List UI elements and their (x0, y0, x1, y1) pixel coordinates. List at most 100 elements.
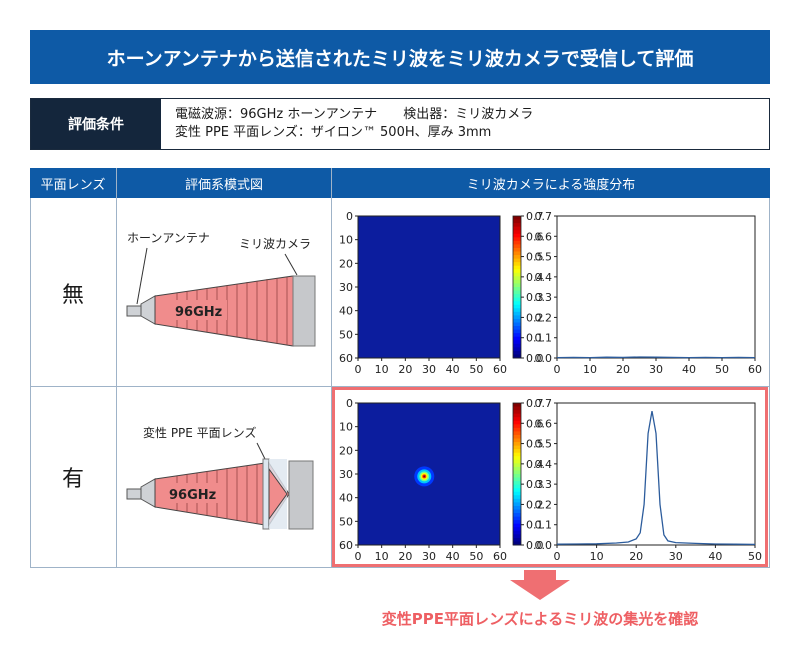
antenna-pointer (136, 247, 148, 305)
y-tick-label: 0.7 (535, 210, 553, 223)
y-tick-label: 0.1 (535, 519, 553, 532)
conclusion-text: 変性PPE平面レンズによるミリ波の集光を確認 (381, 610, 699, 628)
colorbar-segment (513, 354, 521, 359)
colorbar-segment (513, 336, 521, 341)
x-tick-label: 0 (554, 550, 561, 563)
colorbar-segment (513, 347, 521, 352)
y-tick-label: 0.4 (535, 458, 553, 471)
y-tick-label: 30 (339, 281, 353, 294)
x-tick-label: 50 (748, 550, 762, 563)
colorbar-segment (513, 244, 521, 249)
down-arrow-icon (510, 570, 570, 600)
y-tick-label: 0.5 (535, 251, 553, 264)
colorbar-segment (513, 431, 521, 436)
colorbar-segment (513, 340, 521, 345)
header-intensity: ミリ波カメラによる強度分布 (332, 168, 770, 198)
colorbar-segment (513, 287, 521, 292)
x-tick-label: 40 (708, 550, 722, 563)
line-chart-frame (556, 402, 756, 546)
colorbar-tick-label: 0.7 (526, 210, 544, 223)
colorbar-segment (513, 534, 521, 539)
y-tick-label: 0.2 (535, 311, 553, 324)
y-tick-label: 40 (339, 305, 353, 318)
x-tick-label: 20 (398, 550, 412, 563)
colorbar-frame (512, 215, 522, 359)
colorbar-frame (512, 402, 522, 546)
freq-label-bg (167, 483, 221, 503)
intensity-profile-line (556, 410, 756, 546)
colorbar-segment (513, 255, 521, 260)
colorbar-segment (513, 304, 521, 309)
colorbar-segment (513, 269, 521, 274)
x-tick-label: 0 (554, 363, 561, 376)
planar-lens (262, 458, 270, 530)
colorbar-segment (513, 301, 521, 306)
y-tick-label: 0.2 (535, 498, 553, 511)
colorbar-segment (513, 262, 521, 267)
colorbar-segment (513, 463, 521, 468)
mmwave-camera (288, 460, 314, 530)
camera-pointer (284, 253, 298, 276)
antenna-feed (126, 305, 142, 317)
colorbar-segment (513, 410, 521, 415)
colorbar-segment (513, 294, 521, 299)
x-tick-label: 40 (446, 550, 460, 563)
page-title: ホーンアンテナから送信されたミリ波をミリ波カメラで受信して評価 (30, 30, 770, 84)
colorbar-segment (513, 343, 521, 348)
colorbar-segment (513, 413, 521, 418)
colorbar-segment (513, 308, 521, 313)
colorbar-segment (513, 498, 521, 503)
colorbar-segment (513, 495, 521, 500)
colorbar-segment (513, 470, 521, 475)
colorbar-segment (513, 219, 521, 224)
colorbar-segment (513, 276, 521, 281)
colorbar-segment (513, 318, 521, 323)
colorbar-tick-label: 0.4 (526, 458, 544, 471)
colorbar-segment (513, 452, 521, 457)
table-divider (116, 168, 117, 568)
colorbar-segment (513, 258, 521, 263)
colorbar-segment (513, 226, 521, 231)
colorbar-tick-label: 0.2 (526, 498, 544, 511)
colorbar-segment (513, 251, 521, 256)
colorbar-segment (513, 233, 521, 238)
y-tick-label: 20 (339, 444, 353, 457)
x-tick-label: 50 (469, 550, 483, 563)
intensity-profile-line (556, 356, 756, 359)
colorbar-segment (513, 509, 521, 514)
y-tick-label: 50 (339, 328, 353, 341)
y-tick-label: 0.0 (535, 539, 553, 552)
colorbar-tick-label: 0.6 (526, 417, 544, 430)
colorbar-segment (513, 417, 521, 422)
colorbar-segment (513, 420, 521, 425)
frequency-label: 96GHz (169, 488, 216, 503)
colorbar-segment (513, 326, 521, 331)
colorbar-tick-label: 0.0 (526, 539, 544, 552)
colorbar-segment (513, 541, 521, 546)
x-tick-label: 30 (422, 363, 436, 376)
x-tick-label: 50 (469, 363, 483, 376)
x-tick-label: 30 (669, 550, 683, 563)
colorbar-tick-label: 0.0 (526, 352, 544, 365)
x-tick-label: 60 (748, 363, 762, 376)
colorbar-segment (513, 502, 521, 507)
colorbar-segment (513, 424, 521, 429)
y-tick-label: 0.4 (535, 271, 553, 284)
x-tick-label: 10 (583, 363, 597, 376)
y-tick-label: 0.0 (535, 352, 553, 365)
heatmap-area (357, 215, 501, 359)
x-tick-label: 60 (493, 550, 507, 563)
x-tick-label: 50 (715, 363, 729, 376)
y-tick-label: 10 (339, 421, 353, 434)
y-tick-label: 0.3 (535, 291, 553, 304)
colorbar-segment (513, 459, 521, 464)
mmwave-camera (292, 275, 316, 347)
colorbar-segment (513, 427, 521, 432)
header-lens: 平面レンズ (30, 168, 116, 198)
x-tick-label: 60 (493, 363, 507, 376)
x-tick-label: 20 (629, 550, 643, 563)
colorbar-tick-label: 0.2 (526, 311, 544, 324)
colorbar-segment (513, 513, 521, 518)
y-tick-label: 30 (339, 468, 353, 481)
y-tick-label: 60 (339, 352, 353, 365)
